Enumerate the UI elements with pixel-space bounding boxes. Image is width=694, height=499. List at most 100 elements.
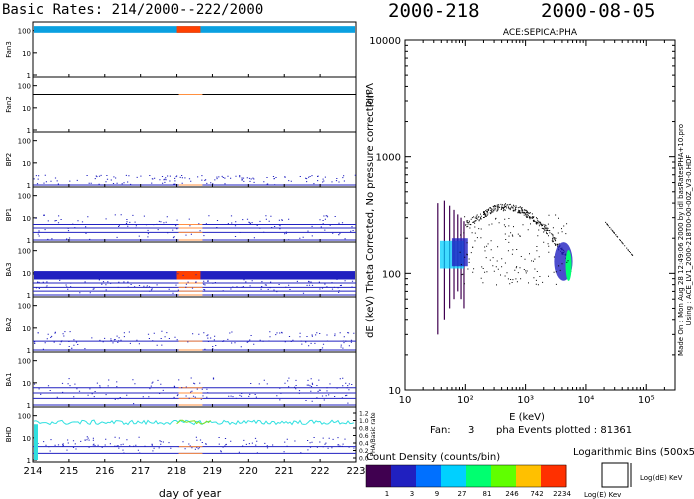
- pha-x-tick-label: 10⁵: [638, 395, 655, 406]
- key-E-label: Log(E) Kev: [584, 491, 621, 499]
- ratio-tick-label: 0.0: [359, 456, 369, 463]
- panel-frame: [32, 131, 357, 188]
- colorbar-swatch: [541, 465, 567, 487]
- x-tick-label-223: 223: [346, 466, 365, 477]
- y-tick-label: 100: [18, 358, 31, 366]
- density-label: Count Density (counts/bin): [366, 452, 500, 463]
- y-tick-label: 1: [27, 127, 31, 135]
- colorbar-swatch: [416, 465, 442, 487]
- y-tick-label: 1: [27, 182, 31, 190]
- panel-bp1: 1 10 100 BP1: [5, 186, 357, 245]
- panel-name: BP2: [5, 153, 13, 166]
- scatter-points: [33, 214, 354, 241]
- panel-name: BHD: [5, 427, 13, 442]
- x-tick-label-215: 215: [59, 466, 78, 477]
- pha-plot-frame: [404, 39, 676, 391]
- colorbar-tick-label: 1: [385, 490, 389, 498]
- y-tick-label: 1: [27, 292, 31, 300]
- scatter-points: [33, 272, 354, 294]
- pha-y-tick-label: 1000: [376, 153, 401, 164]
- panel-bhd: 1 10 100 BHD: [5, 406, 357, 465]
- colorbar-tick-label: 9: [435, 490, 439, 498]
- pha-title: ACE:SEPICA:PHA: [503, 28, 578, 38]
- y-tick-label: 100: [18, 28, 31, 36]
- panel-name: Fan3: [5, 41, 13, 58]
- x-tick-label-216: 216: [95, 466, 114, 477]
- y-tick-label: 10: [22, 380, 31, 388]
- panel-name: BA2: [5, 317, 13, 331]
- y-tick-label: 100: [18, 413, 31, 421]
- colorbar-swatch: [466, 465, 492, 487]
- pha-x-tick-label: 10: [399, 395, 412, 406]
- pha-tail: [605, 221, 634, 256]
- scatter-points: [33, 377, 353, 405]
- colorbar-tick-label: 27: [458, 490, 467, 498]
- y-tick-label: 10: [22, 160, 31, 168]
- ratio-tick-label: 0.6: [359, 433, 369, 440]
- pha-x-tick-label: 10⁴: [578, 395, 595, 406]
- pha-x-tick-label: 10³: [517, 395, 534, 406]
- colorbar-tick-label: 246: [505, 490, 519, 498]
- panel-name: BA3: [5, 262, 13, 276]
- x-tick-label-221: 221: [275, 466, 294, 477]
- ratio-tick-label: 0.2: [359, 448, 369, 455]
- scatter-points: [33, 174, 356, 186]
- colorbar-tick-label: 742: [530, 490, 543, 498]
- pha-y-tick-label: 100: [382, 269, 401, 280]
- y-tick-label: 100: [18, 248, 31, 256]
- y-tick-label: 10: [22, 215, 31, 223]
- x-tick-label-222: 222: [311, 466, 330, 477]
- scatter-points: [34, 436, 355, 454]
- colorbar-tick-label: 2234: [553, 490, 571, 498]
- pha-data: [437, 200, 634, 335]
- ratio-start: [34, 424, 38, 460]
- pha-x-label: E (keV): [509, 412, 545, 423]
- y-tick-label: 100: [18, 303, 31, 311]
- y-tick-label: 10: [22, 270, 31, 278]
- panel-bp2: 1 10 100 BP2: [5, 131, 357, 190]
- y-tick-label: 10: [22, 435, 31, 443]
- log-bins-key-box: [601, 462, 629, 488]
- scatter-points: [34, 330, 355, 350]
- panel-frame: [32, 406, 357, 463]
- ratio-tick-label: 0.4: [359, 441, 369, 448]
- y-tick-label: 100: [18, 83, 31, 91]
- panel-ba2: 1 10 100 BA2: [5, 296, 357, 355]
- pha-x-tick-label: 10²: [457, 395, 474, 406]
- colorbar-tick-label: 3: [410, 490, 414, 498]
- ratio-highlight: [176, 419, 211, 425]
- y-tick-label: 100: [18, 138, 31, 146]
- panel-name: BA1: [5, 372, 13, 386]
- ratio-curve: [33, 419, 355, 426]
- fan-value: 3: [468, 425, 474, 436]
- highlight-band: [176, 271, 201, 280]
- left-chart-title: Basic Rates: 214/2000--222/2000: [2, 2, 263, 18]
- doy-label: 2000-218: [388, 0, 480, 22]
- colorbar-swatch: [366, 465, 392, 487]
- events-plotted: pha Events plotted : 81361: [496, 425, 632, 436]
- panel-ba1: 1 10 100 BA1: [5, 351, 357, 410]
- panel-fan3: 1 10 100 Fan3: [5, 21, 357, 80]
- y-tick-label: 1: [27, 237, 31, 245]
- y-tick-label: 10: [22, 105, 31, 113]
- x-tick-label-219: 219: [203, 466, 222, 477]
- side-note-made-on: Made On : Mon Aug 28 12:49:06 2000 by id…: [677, 124, 685, 356]
- x-tick-label-214: 214: [23, 466, 42, 477]
- colorbar-swatch: [391, 465, 417, 487]
- panel-name: Fan2: [5, 96, 13, 113]
- basic-rates-x-label: day of year: [159, 487, 222, 499]
- basic-rates-x-axis: 214 215 216 217 218 219 220 221 222 223: [23, 466, 365, 477]
- colorbar-swatch: [441, 465, 467, 487]
- pha-y-tick-label: 10: [388, 386, 401, 397]
- y-tick-label: 1: [27, 457, 31, 465]
- panel-name: BP1: [5, 208, 13, 221]
- panel-frame: [32, 76, 357, 133]
- panel-frame: [32, 241, 357, 298]
- pha-axes: 10 10² 10³ 10⁴ 10⁵ 10 100 1000 10000: [369, 36, 676, 406]
- count-density-colorbar: 1 3 9 27 81 246 742 2234: [365, 464, 571, 498]
- side-note-using: Using : ACE_LV1_2000-218T00-00-00Z_V3-0.…: [685, 155, 693, 326]
- x-tick-label-217: 217: [131, 466, 150, 477]
- y-tick-label: 10: [22, 50, 31, 58]
